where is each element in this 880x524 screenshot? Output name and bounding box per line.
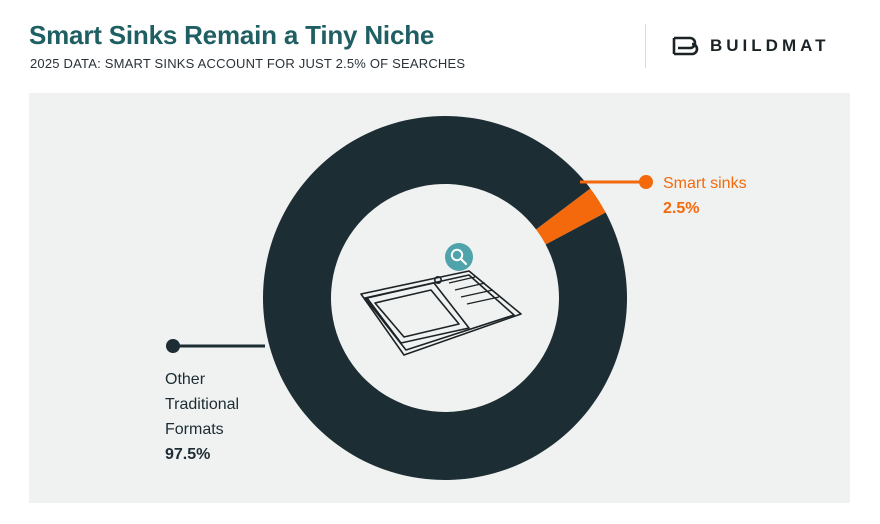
chart-subtitle: 2025 DATA: SMART SINKS ACCOUNT FOR JUST … — [30, 56, 466, 71]
slice-label-other-line-2: Formats — [165, 421, 224, 438]
chart-panel: Smart sinks 2.5% Other Traditional Formats 97… — [29, 93, 850, 503]
sink-search-icon — [360, 243, 522, 356]
donut-slice-0 — [536, 188, 606, 245]
slice-value-other: 97.5% — [165, 446, 210, 463]
leader-dot-other — [166, 339, 180, 353]
slice-value-smart-sinks: 2.5% — [663, 200, 699, 217]
buildmat-logo-icon — [672, 36, 699, 56]
slice-label-other-line-0: Other — [165, 371, 206, 388]
brand-logo: BUILDMAT — [672, 34, 830, 58]
header-divider — [645, 24, 646, 68]
chart-title: Smart Sinks Remain a Tiny Niche — [29, 20, 435, 50]
slice-label-smart-sinks: Smart sinks — [663, 175, 747, 192]
slice-label-other-line-1: Traditional — [165, 396, 239, 413]
donut-chart: Smart sinks 2.5% Other Traditional Formats 97… — [165, 115, 747, 480]
brand-name: BUILDMAT — [710, 36, 830, 55]
leader-dot-smart-sinks — [639, 175, 653, 189]
donut-slice-1 — [263, 115, 627, 480]
